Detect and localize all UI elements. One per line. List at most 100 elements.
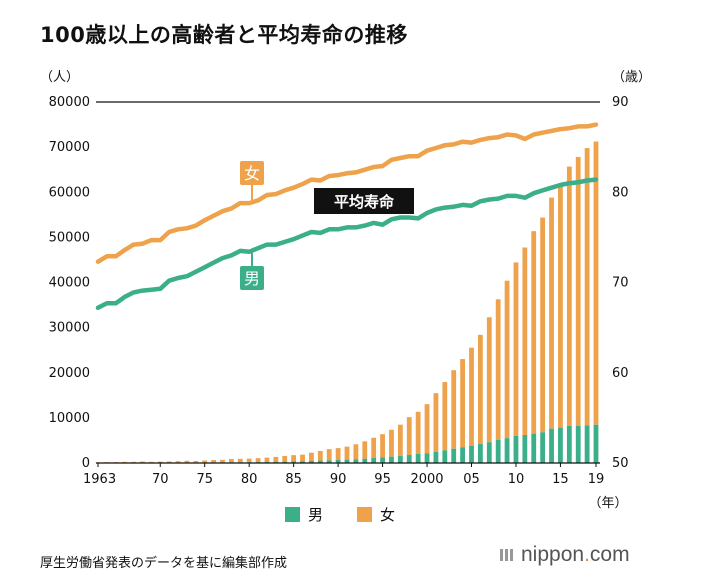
bar-female bbox=[593, 141, 599, 425]
bar-female bbox=[300, 454, 305, 462]
bar-female bbox=[255, 458, 261, 463]
bar-male bbox=[353, 459, 359, 463]
bar-male bbox=[495, 439, 501, 463]
bar-male bbox=[477, 444, 483, 463]
bar-female bbox=[389, 429, 394, 457]
bar-female bbox=[486, 317, 492, 443]
x-tick-label: 90 bbox=[330, 472, 347, 487]
bar-male bbox=[566, 425, 572, 463]
bar-male bbox=[575, 425, 581, 463]
bar-male bbox=[504, 438, 510, 463]
bar-female bbox=[220, 459, 225, 463]
life-expectancy-label-box bbox=[314, 188, 414, 214]
y-left-tick-label: 50000 bbox=[49, 230, 90, 245]
legend-label-female: 女 bbox=[380, 506, 396, 524]
y-left-tick-label: 70000 bbox=[49, 140, 90, 155]
x-tick-label: 10 bbox=[508, 472, 525, 487]
bar-female bbox=[424, 404, 430, 454]
x-tick-label: 1963 bbox=[83, 472, 116, 487]
bar-female bbox=[317, 450, 323, 461]
female-line-label-box bbox=[240, 161, 264, 185]
bar-female bbox=[558, 185, 563, 428]
bar-male bbox=[406, 454, 412, 463]
bar-female bbox=[362, 441, 368, 459]
bar-female bbox=[246, 458, 252, 463]
left-axis-unit: （人） bbox=[40, 70, 80, 85]
bar-female bbox=[584, 148, 590, 426]
bar-female bbox=[406, 417, 412, 455]
bar-female bbox=[326, 449, 332, 461]
bar-male bbox=[433, 451, 439, 463]
y-right-tick-label: 50 bbox=[612, 456, 629, 471]
x-tick-label: 85 bbox=[285, 472, 302, 487]
bar-male bbox=[531, 433, 537, 463]
bar-female bbox=[202, 460, 208, 463]
bar-female bbox=[469, 347, 474, 446]
bar-male bbox=[584, 425, 590, 463]
bar-male bbox=[326, 460, 332, 463]
bar-female bbox=[344, 446, 350, 460]
male-line-label-box bbox=[240, 266, 264, 290]
bar-male bbox=[451, 448, 457, 463]
bar-female bbox=[157, 461, 163, 463]
brand-tld: com bbox=[589, 543, 630, 566]
y-left-tick-label: 30000 bbox=[49, 321, 90, 336]
bar-female bbox=[175, 461, 181, 463]
male-line-label: 男 bbox=[244, 269, 260, 288]
y-left-tick-label: 10000 bbox=[49, 411, 90, 426]
life-expectancy-line bbox=[95, 122, 599, 264]
legend-label-male: 男 bbox=[308, 506, 324, 524]
x-tick-label: 05 bbox=[463, 472, 480, 487]
bar-female bbox=[460, 359, 466, 448]
life-expectancy-label: 平均寿命 bbox=[334, 193, 395, 211]
bar-male bbox=[380, 457, 385, 463]
bar-female bbox=[566, 166, 572, 426]
female-line-label: 女 bbox=[244, 164, 260, 183]
bar-male bbox=[282, 461, 288, 463]
bar-female bbox=[228, 458, 234, 463]
x-tick-label: 70 bbox=[152, 472, 169, 487]
right-axis-unit: （歳） bbox=[612, 70, 652, 85]
bar-female bbox=[335, 448, 341, 460]
bar-male bbox=[335, 459, 341, 463]
bar-female bbox=[495, 299, 501, 440]
bar-female bbox=[148, 461, 154, 463]
bar-female bbox=[549, 197, 554, 429]
bar-female bbox=[433, 393, 439, 452]
bar-female bbox=[371, 437, 377, 459]
bar-female bbox=[211, 459, 217, 463]
chart-title: 100歳以上の高齢者と平均寿命の推移 bbox=[40, 23, 408, 47]
bar-female bbox=[237, 458, 243, 463]
y-left-tick-label: 60000 bbox=[49, 185, 90, 200]
bar-female bbox=[522, 247, 528, 436]
y-left-tick-label: 0 bbox=[82, 456, 90, 471]
y-right-tick-label: 80 bbox=[612, 185, 629, 200]
bar-male bbox=[344, 459, 350, 463]
bar-female bbox=[540, 217, 546, 433]
bar-male bbox=[371, 458, 377, 463]
bar-female bbox=[442, 382, 448, 451]
x-tick-label: 19 bbox=[588, 472, 605, 487]
y-right-tick-label: 70 bbox=[612, 276, 629, 291]
bar-female bbox=[273, 456, 279, 462]
bar-female bbox=[380, 434, 385, 458]
bar-female bbox=[397, 424, 403, 456]
y-right-tick-label: 60 bbox=[612, 366, 629, 381]
bar-male bbox=[317, 460, 323, 463]
bar-male bbox=[522, 435, 528, 463]
y-right-tick-label: 90 bbox=[612, 95, 629, 110]
bar-male bbox=[362, 458, 368, 463]
y-left-tick-label: 20000 bbox=[49, 366, 90, 381]
bar-female bbox=[184, 460, 190, 463]
x-tick-label: 80 bbox=[241, 472, 258, 487]
bar-male bbox=[460, 447, 466, 463]
bar-male bbox=[486, 442, 492, 463]
x-axis-unit: （年） bbox=[588, 496, 627, 511]
legend-item-female: 女 bbox=[357, 504, 395, 525]
bar-male bbox=[549, 428, 554, 463]
bar-male bbox=[540, 432, 546, 463]
legend-swatch-female bbox=[357, 507, 373, 522]
bar-female bbox=[264, 457, 270, 462]
bar-male bbox=[415, 453, 421, 463]
